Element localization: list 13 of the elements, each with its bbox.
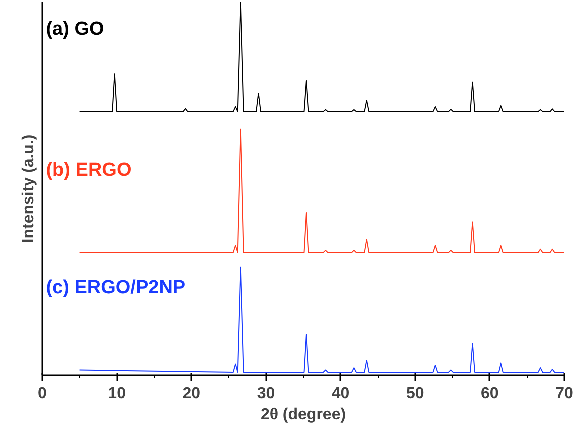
x-tick-label: 30: [257, 386, 276, 402]
text: (c) ERGO/P2NP: [46, 278, 186, 299]
x-tick-label: 40: [332, 386, 350, 402]
x-tick-label: 0: [38, 386, 48, 402]
series-label: (a) GO: [46, 19, 104, 40]
x-axis-title: 2θ (degree): [260, 406, 346, 424]
x-tick-label: 60: [481, 386, 499, 402]
x-tick-label: 10: [108, 386, 126, 402]
x-tick-label: 20: [182, 386, 201, 402]
x-tick-label: 70: [556, 386, 574, 402]
y-axis-title: Intensity (a.u.): [20, 134, 38, 244]
text: (b) ERGO: [46, 160, 132, 182]
x-tick-label: 50: [406, 386, 424, 402]
